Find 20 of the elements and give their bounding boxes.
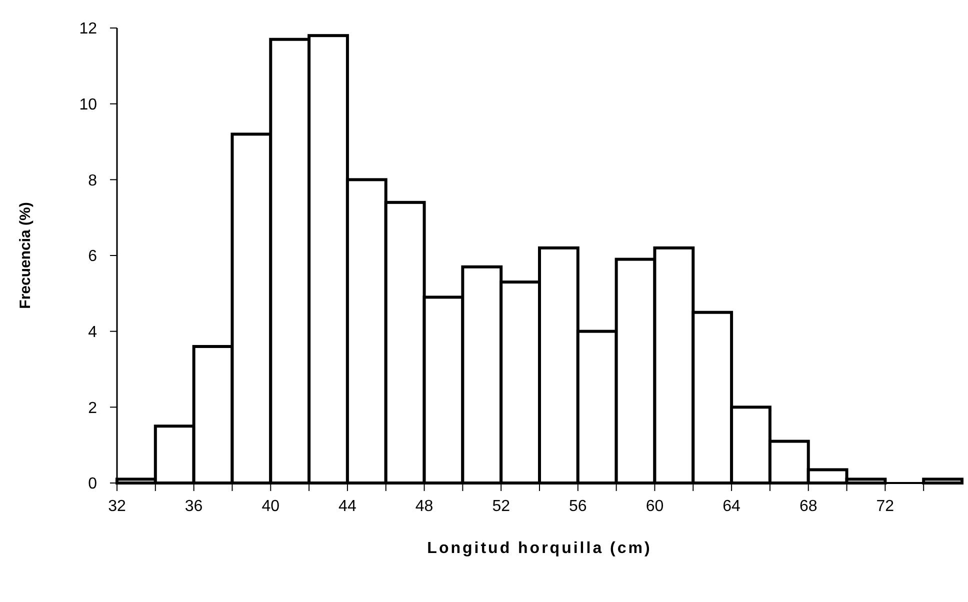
x-tick-label: 52: [492, 498, 510, 515]
y-tick-label: 2: [88, 400, 98, 417]
x-tick-label: 36: [184, 498, 203, 515]
x-tick-label: 60: [646, 498, 664, 515]
y-tick-label: 8: [88, 172, 98, 190]
x-tick-label: 64: [722, 498, 741, 515]
y-tick-label: 10: [79, 96, 98, 114]
y-axis-title: Frecuencia (%): [17, 202, 34, 309]
x-axis-title: Longitud horquilla (cm): [427, 540, 652, 557]
x-tick-label: 56: [569, 498, 587, 515]
x-tick-label: 72: [876, 498, 894, 515]
y-tick-label: 0: [88, 476, 98, 493]
x-tick-label: 40: [262, 498, 280, 515]
x-tick-label: 48: [415, 498, 434, 515]
y-tick-label: 12: [79, 20, 98, 38]
x-tick-label: 44: [338, 498, 356, 515]
x-tick-label: 68: [799, 498, 818, 515]
x-tick-label: 32: [108, 498, 126, 515]
y-tick-label: 6: [88, 248, 98, 266]
y-tick-label: 4: [88, 324, 98, 341]
